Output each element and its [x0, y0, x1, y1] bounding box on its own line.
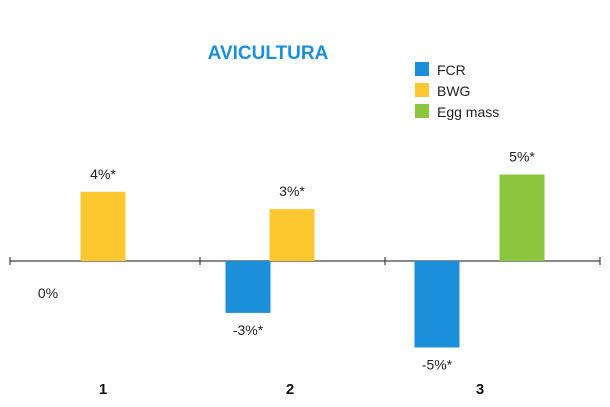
data-label: -3%*: [233, 322, 264, 338]
legend-swatch: [415, 62, 429, 76]
x-tick-label: 2: [286, 381, 294, 398]
chart-title: AVICULTURA: [208, 43, 329, 64]
x-axis-labels: 1 2 3: [99, 381, 484, 398]
x-tick-label: 3: [476, 381, 484, 398]
axis-ticks: [9, 257, 601, 265]
x-tick-label: 1: [99, 381, 107, 398]
data-label: 0%: [38, 285, 58, 301]
data-label: 4%*: [90, 166, 116, 182]
data-label: -5%*: [422, 357, 453, 373]
bars: [80, 174, 545, 348]
legend-swatch: [415, 83, 429, 97]
legend-swatch: [415, 104, 429, 118]
bar-fcr-2: [225, 261, 271, 313]
legend: FCR BWG Egg mass: [415, 62, 499, 120]
bar-egg-mass-3: [499, 174, 545, 261]
legend-label: FCR: [437, 62, 466, 78]
legend-label: BWG: [437, 83, 470, 99]
data-labels: 0% 4%* -3%* 3%* -5%* 5%*: [38, 149, 536, 373]
bar-fcr-3: [414, 261, 460, 348]
data-label: 5%*: [509, 149, 535, 165]
bar-bwg-1: [80, 191, 126, 261]
bar-bwg-2: [269, 209, 315, 261]
data-label: 3%*: [279, 183, 305, 199]
legend-label: Egg mass: [437, 104, 499, 120]
